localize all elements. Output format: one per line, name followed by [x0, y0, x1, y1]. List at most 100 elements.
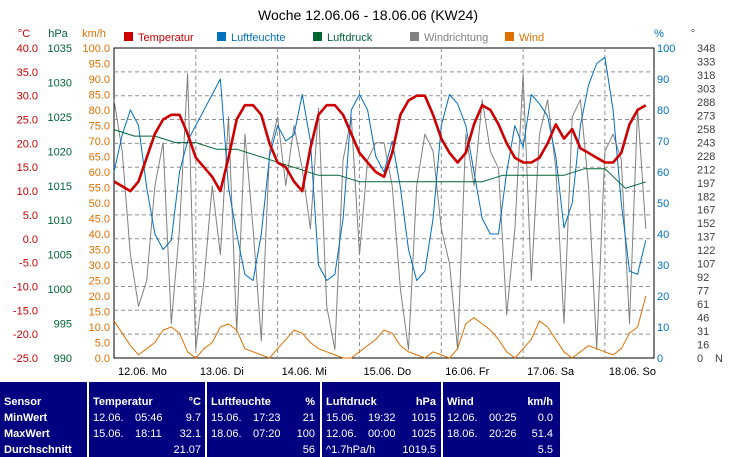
direction-tick-label: 16 [697, 340, 709, 352]
direction-tick-label: 182 [697, 191, 715, 203]
direction-tick-label: 137 [697, 232, 715, 244]
stats-temperatur-unit: °C [188, 396, 201, 408]
stats-wind-avg: 5.5 [537, 444, 553, 456]
grid [114, 48, 654, 358]
humidity-tick-label: 70 [657, 136, 669, 148]
direction-tick-label: 228 [697, 151, 715, 163]
stats-luftfeuchte-unit: % [305, 396, 315, 408]
direction-tick-label: 212 [697, 164, 715, 176]
wind-tick-label: 100.0 [82, 43, 110, 55]
stats-wind-unit: km/h [527, 396, 553, 408]
stats-temperatur-avg: 21.07 [173, 444, 201, 456]
direction-tick-label: 77 [697, 286, 709, 298]
series-line-temperatur [113, 94, 647, 193]
wind-tick-label: 50.0 [89, 198, 110, 210]
humidity-tick-label: 20 [657, 291, 669, 303]
temp-tick-label: -15.0 [13, 305, 38, 317]
temp-tick-label: -25.0 [13, 353, 38, 365]
series-line-wind [113, 295, 647, 359]
stats-temperatur-min-date: 12.06. [93, 412, 124, 424]
direction-unit-label: ° [691, 28, 695, 40]
x-tick-label: 16.06. Fr [445, 366, 489, 378]
temp-tick-label: 40.0 [17, 43, 38, 55]
humidity-tick-label: 60 [657, 167, 669, 179]
pressure-tick-label: 1035 [48, 43, 72, 55]
stats-sensor-column: Sensor MinWert MaxWert Durchschnitt [4, 382, 84, 457]
stats-luftdruck-max-date: 12.06. [326, 428, 357, 440]
direction-tick-label: 288 [697, 97, 715, 109]
pressure-tick-label: 990 [54, 353, 72, 365]
stats-row-max-label: MaxWert [4, 428, 50, 440]
series-line-luftdruck [113, 129, 646, 189]
stats-luftfeuchte-header: Luftfeuchte [211, 396, 271, 408]
series-line-luftfeuchte [113, 56, 647, 281]
stats-luftfeuchte-min-time: 17:23 [253, 412, 281, 424]
stats-row-avg-label: Durchschnitt [4, 444, 72, 456]
stats-temperatur-column: Temperatur °C 12.06. 05:46 9.7 15.06. 18:11 3… [93, 382, 203, 457]
wind-tick-label: 95.0 [89, 59, 110, 71]
stats-temperatur-header: Temperatur [93, 396, 153, 408]
stats-divider [320, 382, 322, 457]
direction-tick-label: 31 [697, 326, 709, 338]
direction-tick-label: 258 [697, 124, 715, 136]
stats-wind-min-date: 12.06. [447, 412, 478, 424]
humidity-tick-label: 10 [657, 322, 669, 334]
temp-unit-label: °C [18, 28, 30, 40]
pressure-tick-label: 1015 [48, 181, 72, 193]
temp-tick-label: 35.0 [17, 67, 38, 79]
axes: 40.0 35.0 30.0 25.0 20.0 15.0 10.0 5.0 0.0 -5.0 -1… [13, 43, 723, 378]
direction-tick-label: 243 [697, 137, 715, 149]
stats-panel: Sensor MinWert MaxWert Durchschnitt Temp… [0, 382, 560, 457]
x-tick-label: 12.06. Mo [118, 366, 167, 378]
direction-tick-label: 122 [697, 245, 715, 257]
stats-luftdruck-max-time: 00:00 [368, 428, 396, 440]
wind-tick-label: 70.0 [89, 136, 110, 148]
stats-wind-min-time: 00:25 [489, 412, 517, 424]
wind-tick-label: 60.0 [89, 167, 110, 179]
humidity-unit-label: % [654, 28, 664, 40]
pressure-tick-label: 1030 [48, 77, 72, 89]
wind-tick-label: 55.0 [89, 183, 110, 195]
temp-tick-label: -5.0 [19, 258, 38, 270]
humidity-tick-label: 30 [657, 260, 669, 272]
x-tick-label: 13.06. Di [200, 366, 244, 378]
pressure-tick-label: 1020 [48, 146, 72, 158]
stats-luftdruck-unit: hPa [415, 396, 436, 408]
wind-tick-label: 35.0 [89, 245, 110, 257]
stats-row-min-label: MinWert [4, 412, 48, 424]
direction-tick-label: 333 [697, 56, 715, 68]
direction-tick-label: 46 [697, 313, 709, 325]
legend-swatch [410, 32, 419, 41]
stats-luftdruck-min-date: 15.06. [326, 412, 357, 424]
humidity-tick-label: 50 [657, 198, 669, 210]
stats-luftfeuchte-max: 100 [296, 428, 315, 440]
humidity-tick-label: 100 [657, 43, 675, 55]
direction-tick-label: 197 [697, 178, 715, 190]
temp-tick-label: -20.0 [13, 329, 38, 341]
temp-tick-label: 20.0 [17, 138, 38, 150]
pressure-tick-label: 1005 [48, 250, 72, 262]
pressure-tick-label: 1000 [48, 284, 72, 296]
direction-tick-label: 0 [697, 353, 703, 365]
wind-tick-label: 0.0 [95, 353, 110, 365]
wind-tick-label: 5.0 [95, 338, 110, 350]
stats-luftdruck-max: 1025 [411, 428, 436, 440]
stats-wind-header: Wind [447, 396, 474, 408]
stats-luftdruck-trend: ^1.7hPa/h [326, 444, 376, 456]
humidity-tick-label: 40 [657, 229, 669, 241]
stats-luftfeuchte-min: 21 [302, 412, 315, 424]
stats-luftfeuchte-max-date: 18.06. [211, 428, 242, 440]
temp-tick-label: 10.0 [17, 186, 38, 198]
plot-area [113, 47, 655, 359]
stats-luftdruck-min: 1015 [411, 412, 436, 424]
wind-tick-label: 20.0 [89, 291, 110, 303]
wind-tick-label: 80.0 [89, 105, 110, 117]
humidity-tick-label: 0 [657, 353, 663, 365]
stats-temperatur-max-date: 15.06. [93, 428, 124, 440]
legend-swatch [124, 32, 133, 41]
stats-divider [205, 382, 207, 457]
stats-wind-column: Wind km/h 12.06. 00:25 0.0 18.06. 20:26 51.4 … [447, 382, 555, 457]
wind-tick-label: 40.0 [89, 229, 110, 241]
direction-tick-label: 167 [697, 205, 715, 217]
wind-tick-label: 85.0 [89, 90, 110, 102]
